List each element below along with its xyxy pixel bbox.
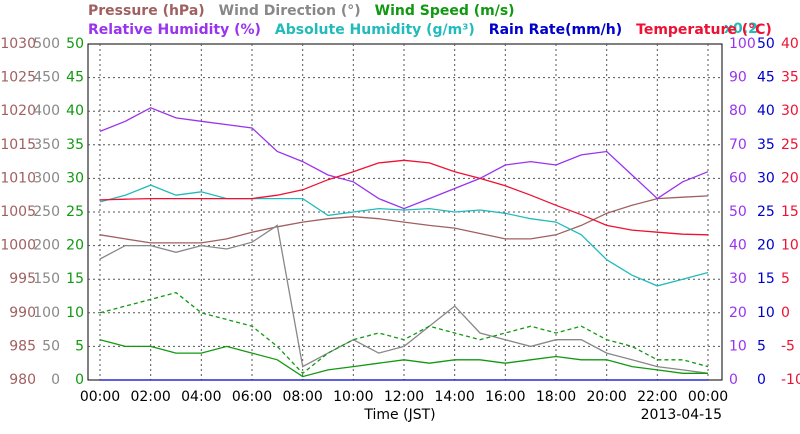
- y-tick-label: 25: [66, 204, 84, 220]
- series-line: [99, 184, 709, 287]
- y-tick-label: 1005: [0, 204, 36, 220]
- y-tick-label: 0: [75, 372, 84, 388]
- y-tick-label: 50: [729, 204, 747, 220]
- y-tick-label: 35: [66, 137, 84, 153]
- y-tick-label: 100: [729, 36, 756, 52]
- y-tick-label: 150: [33, 271, 60, 287]
- y-tick-label: 30: [757, 170, 775, 186]
- x-tick-label: 22:00: [637, 389, 677, 405]
- y-tick-label: 15: [66, 271, 84, 287]
- y-tick-label: 40: [757, 103, 775, 119]
- series-line: [99, 159, 709, 236]
- y-tick-label: -5: [781, 338, 795, 354]
- y-tick-label: 20: [66, 238, 84, 254]
- y-tick-label: 10: [66, 305, 84, 321]
- legend-entry: Pressure (hPa): [88, 3, 205, 19]
- series-line: [99, 224, 709, 374]
- legend-entry: Temperature (°C): [636, 22, 772, 38]
- y-tick-label: 60: [729, 170, 747, 186]
- legend-entry: Wind Speed (m/s): [375, 3, 515, 19]
- x-tick-label: 16:00: [485, 389, 525, 405]
- y-tick-label: 50: [66, 36, 84, 52]
- y-tick-label: 200: [33, 238, 60, 254]
- y-tick-label: 5: [75, 338, 84, 354]
- y-tick-label: 30: [781, 103, 799, 119]
- y-tick-label: 15: [757, 271, 775, 287]
- legend-entry: Rain Rate(mm/h): [489, 22, 622, 38]
- y-tick-label: 70: [729, 137, 747, 153]
- x-tick-label: 02:00: [130, 389, 170, 405]
- series-line: [99, 107, 709, 210]
- y-tick-label: 985: [9, 338, 36, 354]
- x-tick-label: 10:00: [333, 389, 373, 405]
- y-tick-label: 40: [781, 36, 799, 52]
- y-tick-label: 25: [757, 204, 775, 220]
- date-label: 2013-04-15: [641, 407, 722, 423]
- series-line: [99, 195, 709, 244]
- x-tick-label: 18:00: [536, 389, 576, 405]
- y-tick-label: 80: [729, 103, 747, 119]
- y-tick-label: 45: [66, 70, 84, 86]
- y-tick-label: 10: [781, 238, 799, 254]
- x-tick-label: 08:00: [282, 389, 322, 405]
- y-tick-label: 5: [757, 338, 766, 354]
- y-tick-label: 30: [729, 271, 747, 287]
- y-tick-label: 45: [757, 70, 775, 86]
- y-tick-label: 20: [781, 170, 799, 186]
- series-line: [99, 291, 709, 375]
- y-tick-label: 20: [757, 238, 775, 254]
- y-tick-label: 0: [51, 372, 60, 388]
- y-tick-label: 450: [33, 70, 60, 86]
- y-tick-label: 25: [781, 137, 799, 153]
- y-tick-label: 50: [42, 338, 60, 354]
- y-tick-label: 400: [33, 103, 60, 119]
- y-tick-label: 35: [781, 70, 799, 86]
- x-axis-label: Time (JST): [363, 407, 435, 423]
- x-tick-label: 00:00: [80, 389, 120, 405]
- y-tick-label: 350: [33, 137, 60, 153]
- y-tick-label: 100: [33, 305, 60, 321]
- y-tick-label: 90: [729, 70, 747, 86]
- y-tick-label: 30: [66, 170, 84, 186]
- y-tick-label: 1000: [0, 238, 36, 254]
- y-tick-label: 5: [781, 271, 790, 287]
- y-tick-label: 1015: [0, 137, 36, 153]
- y-tick-label: 50: [757, 36, 775, 52]
- y-tick-label: 10: [757, 305, 775, 321]
- y-tick-label: 15: [781, 204, 799, 220]
- y-tick-label: 1030: [0, 36, 36, 52]
- y-tick-label: 20: [729, 305, 747, 321]
- y-tick-label: 0: [781, 305, 790, 321]
- y-tick-label: 35: [757, 137, 775, 153]
- y-tick-label: 300: [33, 170, 60, 186]
- y-tick-label: 990: [9, 305, 36, 321]
- x-tick-label: 14:00: [434, 389, 474, 405]
- legend-entry: Absolute Humidity (g/m³): [275, 22, 475, 38]
- x-tick-label: 12:00: [384, 389, 424, 405]
- y-tick-label: 0: [729, 372, 738, 388]
- x-tick-label: 06:00: [232, 389, 272, 405]
- y-tick-label: 10: [729, 338, 747, 354]
- y-tick-label: 40: [66, 103, 84, 119]
- x-tick-label: 20:00: [586, 389, 626, 405]
- y-tick-label: 500: [33, 36, 60, 52]
- y-tick-label: 40: [729, 238, 747, 254]
- x-tick-label: 00:00: [688, 389, 728, 405]
- y-tick-label: 0: [757, 372, 766, 388]
- x-tick-label: 04:00: [181, 389, 221, 405]
- y-tick-label: 250: [33, 204, 60, 220]
- y-tick-label: 980: [9, 372, 36, 388]
- y-tick-label: 1010: [0, 170, 36, 186]
- y-tick-label: 1025: [0, 70, 36, 86]
- legend-entry: Relative Humidity (%): [88, 22, 261, 38]
- annotation: x0.2: [724, 21, 758, 37]
- y-tick-label: 995: [9, 271, 36, 287]
- series-line: [99, 339, 708, 378]
- y-tick-label: -10: [781, 372, 800, 388]
- legend-entry: Wind Direction (°): [219, 3, 361, 19]
- y-tick-label: 1020: [0, 103, 36, 119]
